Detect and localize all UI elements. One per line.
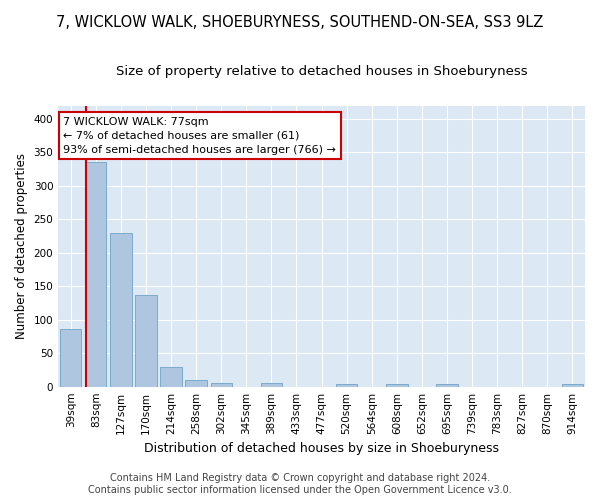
X-axis label: Distribution of detached houses by size in Shoeburyness: Distribution of detached houses by size … — [144, 442, 499, 455]
Text: 7 WICKLOW WALK: 77sqm
← 7% of detached houses are smaller (61)
93% of semi-detac: 7 WICKLOW WALK: 77sqm ← 7% of detached h… — [64, 117, 337, 155]
Bar — [336, 384, 358, 386]
Bar — [261, 384, 282, 386]
Y-axis label: Number of detached properties: Number of detached properties — [15, 153, 28, 339]
Text: 7, WICKLOW WALK, SHOEBURYNESS, SOUTHEND-ON-SEA, SS3 9LZ: 7, WICKLOW WALK, SHOEBURYNESS, SOUTHEND-… — [56, 15, 544, 30]
Bar — [60, 329, 82, 386]
Bar — [562, 384, 583, 386]
Bar — [110, 234, 131, 386]
Bar — [85, 162, 106, 386]
Text: Contains HM Land Registry data © Crown copyright and database right 2024.
Contai: Contains HM Land Registry data © Crown c… — [88, 474, 512, 495]
Bar — [136, 295, 157, 386]
Bar — [436, 384, 458, 386]
Bar — [160, 368, 182, 386]
Bar — [211, 384, 232, 386]
Bar — [185, 380, 207, 386]
Title: Size of property relative to detached houses in Shoeburyness: Size of property relative to detached ho… — [116, 65, 527, 78]
Bar — [386, 384, 407, 386]
